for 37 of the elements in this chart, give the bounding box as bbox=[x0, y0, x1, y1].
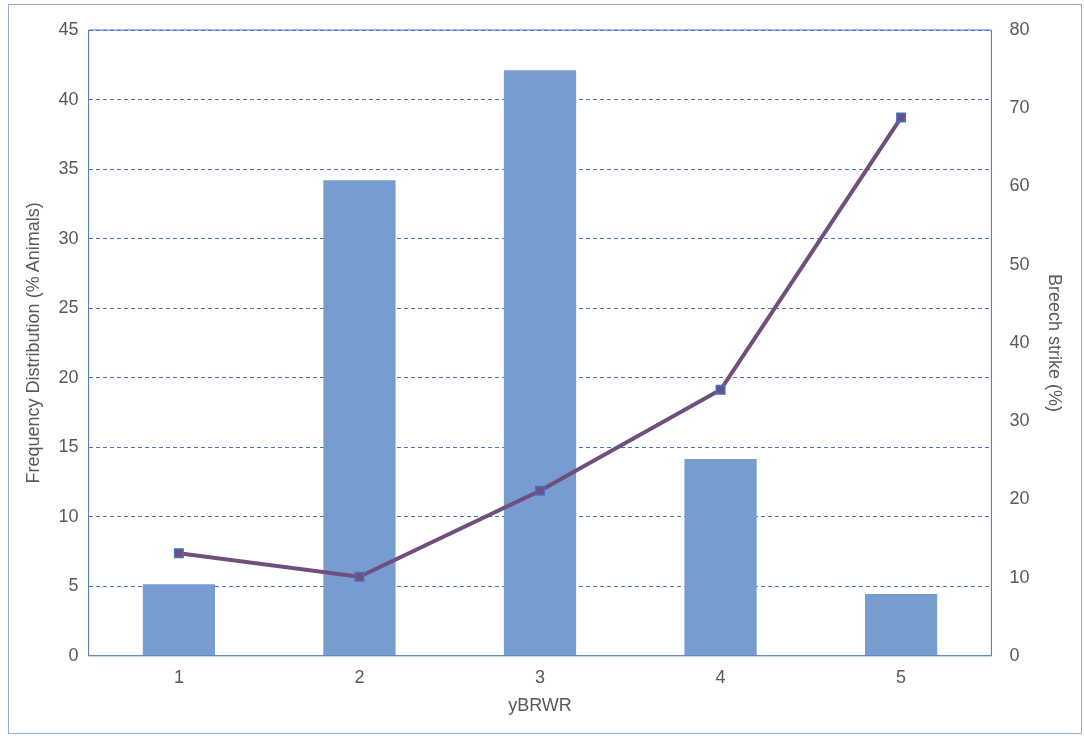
x-axis-title: yBRWR bbox=[508, 695, 572, 716]
y2-axis-title: Breech strike (%) bbox=[1045, 273, 1066, 412]
bar bbox=[684, 459, 757, 656]
bar bbox=[864, 593, 938, 656]
y-tick-label: 40 bbox=[58, 88, 79, 109]
x-tick-label: 2 bbox=[354, 666, 365, 687]
y-tick-label: 30 bbox=[58, 227, 79, 248]
point bbox=[354, 571, 365, 582]
y2-tick-label: 10 bbox=[1009, 566, 1030, 587]
y-tick-label: 5 bbox=[68, 575, 79, 596]
y-tick-label: 0 bbox=[68, 644, 79, 665]
point bbox=[535, 485, 545, 496]
y-tick-label: 10 bbox=[58, 505, 79, 526]
y-tick-label: 20 bbox=[58, 366, 79, 387]
point bbox=[173, 548, 184, 559]
y2-tick-label: 80 bbox=[1009, 18, 1030, 39]
bar bbox=[503, 70, 577, 656]
y2-tick-label: 0 bbox=[1009, 644, 1020, 665]
bar bbox=[142, 584, 216, 656]
y2-tick-label: 70 bbox=[1009, 97, 1030, 118]
x-tick-label: 3 bbox=[534, 666, 546, 687]
y-axis-title: Frequency Distribution (% Animals) bbox=[22, 202, 43, 484]
x-tick-label: 4 bbox=[715, 666, 726, 687]
y-tick-label: 35 bbox=[58, 158, 79, 179]
y2-tick-label: 20 bbox=[1009, 488, 1030, 509]
x-tick-label: 5 bbox=[896, 666, 907, 687]
y2-tick-label: 60 bbox=[1009, 175, 1030, 196]
y-tick-label: 25 bbox=[58, 297, 79, 318]
point bbox=[896, 112, 907, 123]
x-tick-label: 1 bbox=[173, 666, 184, 687]
y2-tick-label: 50 bbox=[1009, 253, 1030, 274]
point bbox=[715, 384, 726, 395]
y-tick-label: 15 bbox=[58, 436, 79, 457]
y2-tick-label: 30 bbox=[1009, 410, 1030, 431]
bar bbox=[323, 180, 396, 656]
y2-tick-label: 40 bbox=[1009, 331, 1030, 352]
y-tick-label: 45 bbox=[58, 18, 79, 39]
